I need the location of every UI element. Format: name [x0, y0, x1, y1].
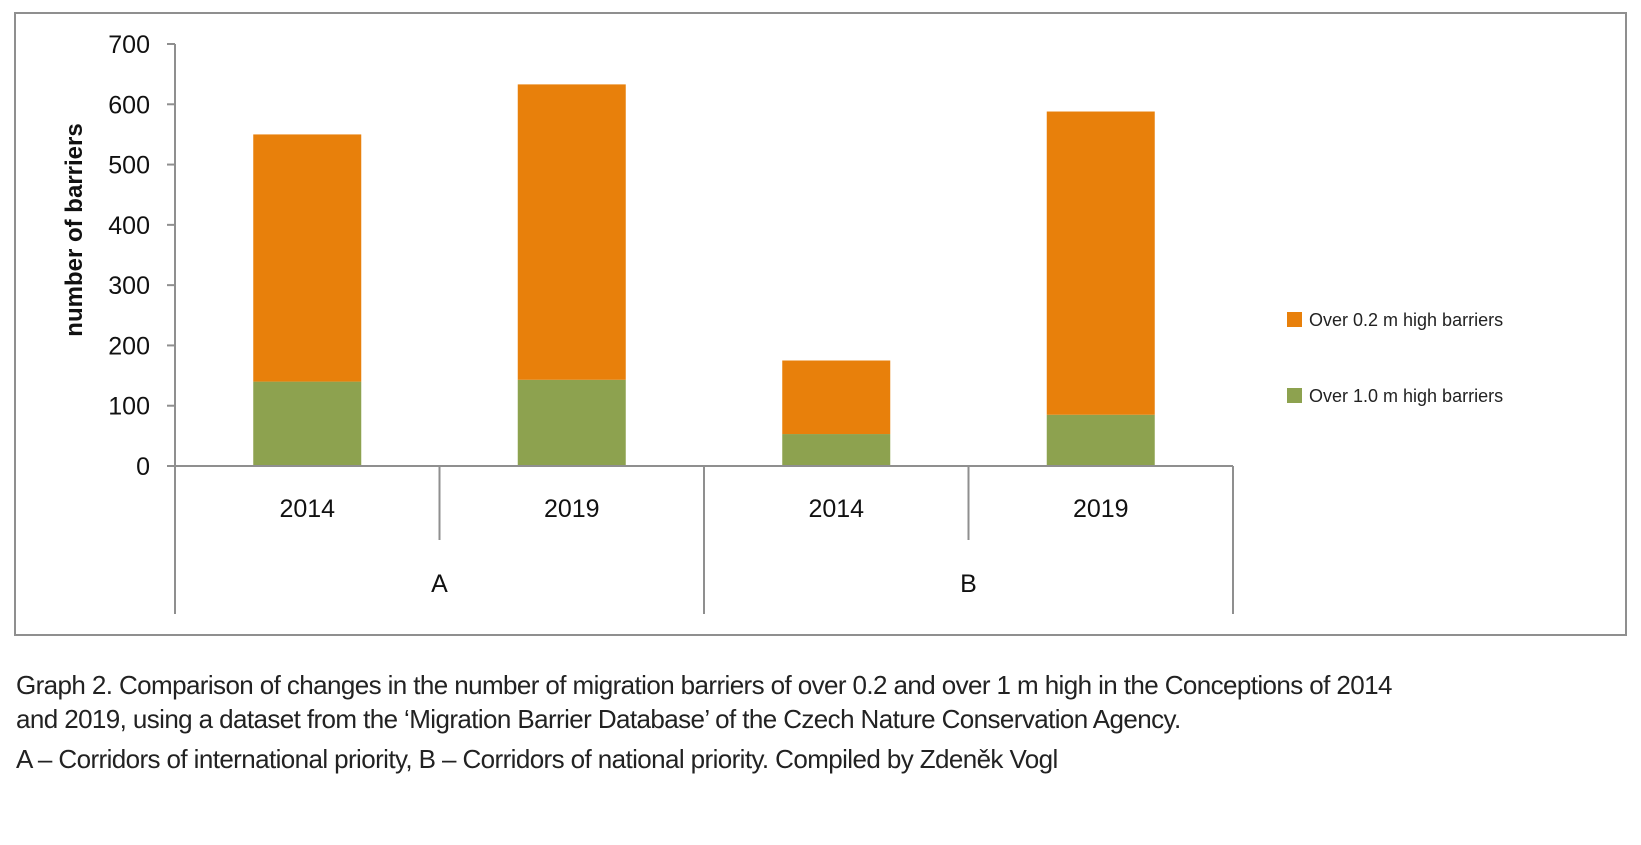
- caption: Graph 2. Comparison of changes in the nu…: [16, 668, 1626, 776]
- y-axis: 0 100 200 300 400 500 600 700: [108, 31, 176, 481]
- bar-segment-series-2: [517, 84, 626, 380]
- group-label: B: [960, 570, 977, 598]
- y-tick-label: 100: [108, 393, 150, 421]
- x-tick-label: 2019: [544, 495, 600, 523]
- y-tick-label: 0: [136, 453, 150, 481]
- bar-segment-series-1: [1046, 414, 1155, 466]
- group-label: A: [431, 570, 448, 598]
- bar-segment-series-1: [782, 434, 891, 466]
- y-axis-label: number of barriers: [61, 123, 88, 336]
- y-tick-label: 500: [108, 152, 150, 180]
- x-tick-label: 2014: [279, 495, 335, 523]
- y-tick-label: 600: [108, 91, 150, 119]
- y-tick-label: 700: [108, 31, 150, 59]
- bars: [253, 84, 1155, 466]
- legend: Over 0.2 m high barriers Over 1.0 m high …: [1287, 310, 1503, 406]
- bar-segment-series-1: [517, 379, 626, 466]
- bar-segment-series-2: [782, 360, 891, 435]
- caption-line-3: A – Corridors of international priority,…: [16, 744, 1058, 774]
- legend-swatch: [1287, 312, 1302, 327]
- caption-line-2: and 2019, using a dataset from the ‘Migr…: [16, 704, 1181, 734]
- bar-segment-series-1: [253, 381, 362, 466]
- bar-segment-series-2: [1046, 111, 1155, 415]
- legend-label: Over 0.2 m high barriers: [1309, 310, 1503, 330]
- caption-line-1: Graph 2. Comparison of changes in the nu…: [16, 670, 1392, 700]
- legend-swatch: [1287, 388, 1302, 403]
- chart: 0 100 200 300 400 500 600 700 2014 2019 2014 2019 A…: [14, 12, 1627, 636]
- y-tick-label: 300: [108, 272, 150, 300]
- bar-segment-series-2: [253, 134, 362, 382]
- x-tick-label: 2019: [1073, 495, 1129, 523]
- legend-label: Over 1.0 m high barriers: [1309, 386, 1503, 406]
- y-tick-label: 400: [108, 212, 150, 240]
- x-axis: 2014 2019 2014 2019 A B: [174, 465, 1234, 614]
- x-tick-label: 2014: [808, 495, 864, 523]
- y-tick-label: 200: [108, 332, 150, 360]
